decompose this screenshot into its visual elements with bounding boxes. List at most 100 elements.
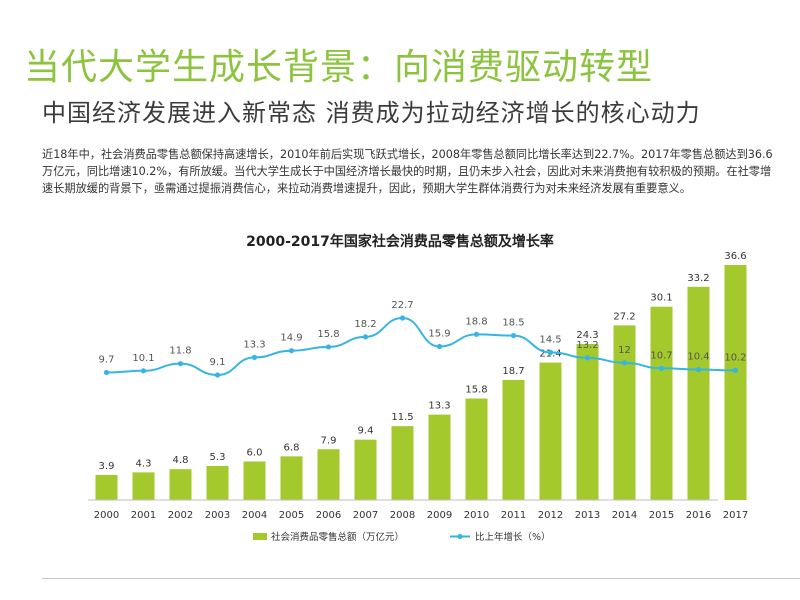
growth-point-2007: [362, 334, 369, 340]
x-tick-2003: 2003: [205, 510, 230, 521]
bar-2004: [243, 461, 266, 500]
legend-item-growth-rate: 比上年增长（%）: [450, 531, 551, 543]
bar-2015: [650, 306, 673, 500]
bar-label-2006: 7.9: [321, 435, 337, 446]
x-tick-2005: 2005: [279, 510, 304, 521]
growth-point-2003: [214, 372, 221, 378]
bottom-divider: [42, 578, 800, 579]
bar-label-2015: 30.1: [650, 293, 672, 304]
bar-2003: [206, 465, 229, 500]
x-tick-2009: 2009: [427, 510, 452, 521]
bar-label-2008: 11.5: [391, 412, 413, 423]
bar-2016: [687, 286, 710, 500]
growth-point-2006: [325, 344, 332, 350]
growth-point-2010: [473, 331, 480, 337]
chart-title: 2000-2017年国家社会消费品零售总额及增长率: [246, 233, 554, 250]
growth-label-2011: 18.5: [502, 318, 524, 329]
bar-label-2009: 13.3: [428, 401, 450, 412]
growth-label-2003: 9.1: [210, 357, 226, 368]
x-tick-2002: 2002: [168, 510, 193, 521]
x-tick-2017: 2017: [723, 510, 748, 521]
growth-point-2015: [658, 365, 665, 371]
growth-label-2017: 10.2: [724, 352, 746, 363]
bar-2005: [280, 456, 303, 500]
page-subtitle: 中国经济发展进入新常态 消费成为拉动经济增长的核心动力: [42, 99, 701, 127]
x-tick-2001: 2001: [131, 510, 156, 521]
bar-label-2003: 5.3: [210, 452, 226, 463]
bar-label-2007: 9.4: [358, 426, 374, 437]
bar-label-2002: 4.8: [173, 455, 189, 466]
x-tick-2006: 2006: [316, 510, 341, 521]
growth-label-2015: 10.7: [650, 350, 672, 361]
x-tick-2008: 2008: [390, 510, 415, 521]
growth-point-2017: [732, 367, 739, 373]
bar-label-2001: 4.3: [136, 458, 152, 469]
intro-paragraph: 近18年中，社会消费品零售总额保持高速增长，2010年前后实现飞跃式增长，200…: [42, 148, 773, 195]
bar-2010: [465, 398, 488, 500]
growth-point-2009: [436, 343, 443, 350]
growth-label-2009: 15.9: [428, 329, 450, 340]
bar-2007: [354, 439, 377, 500]
bar-label-2005: 6.8: [284, 442, 300, 453]
x-tick-2014: 2014: [612, 510, 637, 521]
x-tick-2012: 2012: [538, 510, 563, 521]
bar-label-2010: 15.8: [465, 385, 487, 396]
growth-label-2016: 10.4: [687, 352, 709, 363]
growth-point-2008: [399, 315, 406, 321]
growth-point-2002: [177, 361, 184, 367]
growth-label-2010: 18.8: [465, 316, 487, 327]
bar-2011: [502, 379, 525, 500]
bar-2012: [539, 362, 562, 500]
growth-point-2016: [695, 366, 702, 373]
growth-label-2008: 22.7: [391, 300, 413, 311]
x-tick-2010: 2010: [464, 510, 489, 521]
growth-label-2013: 13.2: [576, 340, 598, 351]
bar-2001: [132, 472, 155, 500]
legend-item-retail-total: 社会消费品零售总额（万亿元）: [253, 531, 404, 543]
growth-point-2012: [547, 349, 554, 355]
bar-label-2013: 24.3: [576, 330, 598, 341]
bar-label-2016: 33.2: [687, 273, 709, 284]
growth-point-2013: [584, 355, 591, 361]
legend-swatch-marker: [457, 533, 463, 540]
growth-label-2014: 12: [618, 345, 631, 356]
bar-label-2000: 3.9: [99, 461, 115, 472]
x-tick-2011: 2011: [501, 510, 526, 521]
growth-label-2007: 18.2: [354, 319, 376, 330]
bar-2009: [428, 414, 451, 500]
bar-2002: [169, 469, 192, 500]
x-tick-2013: 2013: [575, 510, 600, 521]
bar-2008: [391, 426, 414, 500]
legend-label-retail-total: 社会消费品零售总额（万亿元）: [271, 531, 404, 543]
growth-label-2002: 11.8: [169, 346, 191, 357]
growth-label-2001: 10.1: [132, 353, 154, 364]
growth-point-2000: [103, 369, 110, 376]
growth-label-2000: 9.7: [99, 354, 115, 365]
growth-label-2012: 14.5: [539, 334, 561, 345]
bar-label-2014: 27.2: [613, 311, 635, 322]
bar-2006: [317, 449, 340, 500]
growth-point-2014: [621, 360, 628, 366]
growth-label-2006: 15.8: [317, 329, 339, 340]
x-tick-2000: 2000: [94, 510, 119, 521]
x-tick-2004: 2004: [242, 510, 267, 521]
page-title: 当代大学生成长背景：向消费驱动转型: [24, 47, 654, 88]
bar-label-2004: 6.0: [247, 447, 263, 458]
x-tick-2016: 2016: [686, 510, 711, 521]
growth-point-2001: [140, 368, 147, 374]
growth-point-2005: [288, 348, 295, 354]
legend-label-growth-rate: 比上年增长（%）: [475, 531, 551, 543]
legend-swatch-bar: [253, 533, 267, 540]
growth-label-2005: 14.9: [280, 333, 302, 344]
bar-2017: [724, 265, 747, 500]
bar-2014: [613, 325, 636, 500]
x-tick-2015: 2015: [649, 510, 674, 521]
x-tick-2007: 2007: [353, 510, 378, 521]
bar-label-2017: 36.6: [724, 251, 746, 262]
growth-label-2004: 13.3: [243, 339, 265, 350]
retail-sales-chart: 2000-2017年国家社会消费品零售总额及增长率 3.9 4.3 4.8 5.3 6.…: [88, 233, 748, 543]
bar-label-2011: 18.7: [502, 366, 524, 377]
bar-2000: [95, 474, 118, 500]
growth-point-2011: [510, 333, 517, 339]
growth-point-2004: [251, 354, 258, 360]
